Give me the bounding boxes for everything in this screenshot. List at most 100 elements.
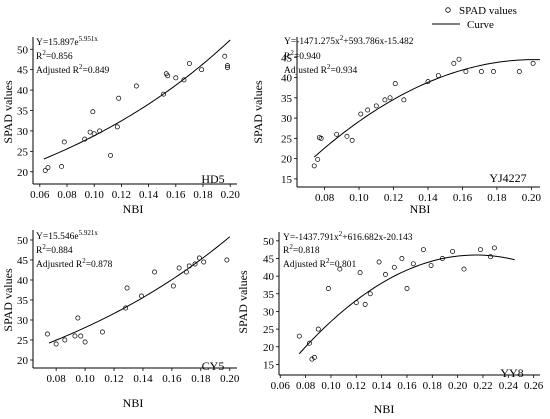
data-point (186, 61, 192, 66)
y-tick-label: 35 (281, 93, 293, 105)
data-point (349, 137, 355, 143)
data-point (196, 255, 202, 261)
data-point (488, 254, 494, 260)
x-tick-label: 0.10 (321, 380, 341, 392)
x-tick-label: 0.12 (104, 373, 123, 385)
data-point (425, 79, 431, 85)
data-point (428, 263, 434, 268)
data-point (97, 128, 103, 134)
data-point (199, 67, 205, 73)
x-tick-label: 0.14 (418, 192, 438, 204)
data-point (87, 129, 93, 135)
x-tick-label: 0.20 (522, 192, 542, 204)
data-point (108, 152, 113, 158)
x-tick-label: 0.12 (384, 192, 403, 204)
data-point (478, 247, 483, 253)
panel-hd5: 0.06 0.08 0.10 0.12 0.14 0.16 0.18 0.20 20 25 30 35… (1, 35, 240, 216)
data-point (358, 111, 364, 117)
equation-text: Y=15.546e5.921x (36, 229, 98, 242)
data-point (181, 77, 187, 83)
data-point (435, 73, 441, 78)
equation-text: Y=15.897e5.951x (36, 35, 98, 48)
data-point (376, 259, 382, 265)
y-tick-label: 30 (263, 306, 275, 318)
panel-tag: HD5 (201, 172, 224, 186)
data-point (139, 293, 144, 299)
x-tick-label: 0.14 (139, 189, 159, 201)
adjusted-r2-text: Adjusted R2=0.801 (283, 257, 356, 270)
data-point (451, 60, 457, 66)
x-axis-label: NBI (123, 202, 144, 216)
data-point (224, 257, 230, 263)
data-point (186, 263, 192, 269)
y-tick-label: 30 (17, 315, 29, 327)
y-axis-label: SPAD values (1, 80, 15, 144)
data-point (45, 331, 50, 337)
y-tick-label: 35 (263, 289, 275, 301)
data-point (99, 329, 105, 335)
data-point (306, 340, 312, 346)
data-point (75, 315, 81, 321)
data-point (401, 97, 407, 103)
data-point (337, 266, 343, 272)
data-point (312, 354, 317, 360)
adjusted-r2-text: Adjusted R2=0.849 (36, 63, 109, 76)
x-tick-label: 0.20 (221, 189, 241, 201)
data-point (353, 300, 359, 306)
legend-scatter-label: SPAD values (459, 5, 517, 17)
data-point (183, 269, 189, 275)
panel-yj4227: 0.08 0.10 0.12 0.14 0.16 0.18 0.20 15 20 25 30 35 40… (251, 34, 542, 216)
x-tick-label: 0.16 (166, 189, 186, 201)
data-point (391, 264, 397, 270)
x-tick-label: 0.10 (349, 192, 369, 204)
data-point (315, 156, 321, 162)
data-point (114, 124, 120, 130)
y-tick-label: 20 (263, 342, 275, 354)
data-point (491, 69, 496, 74)
data-point (82, 136, 88, 142)
y-tick-label: 40 (17, 85, 29, 97)
x-axis-label: NBI (374, 402, 395, 416)
data-point (152, 269, 157, 275)
x-tick-label: 0.14 (372, 380, 392, 392)
data-point (201, 259, 207, 265)
data-point (392, 81, 398, 87)
x-tick-label: 0.12 (347, 380, 366, 392)
data-point (91, 131, 97, 137)
x-tick-label: 0.06 (271, 380, 291, 392)
r2-text: R2=0.940 (284, 49, 321, 62)
y-tick-label: 20 (281, 154, 293, 166)
y-tick-label: 40 (263, 271, 275, 283)
x-tick-label: 0.20 (220, 373, 240, 385)
y-tick-label: 50 (17, 235, 29, 247)
data-point (82, 339, 88, 345)
data-point (450, 248, 456, 254)
x-tick-label: 0.08 (47, 373, 67, 385)
y-tick-label: 25 (281, 133, 293, 145)
data-point (382, 271, 388, 277)
data-point (491, 245, 497, 251)
y-tick-label: 25 (17, 146, 29, 158)
r2-text: R2=0.856 (36, 49, 73, 62)
data-point (116, 95, 122, 101)
x-tick-label: 0.08 (57, 189, 77, 201)
adjusted-r2-text: Adjusted R2=0.934 (284, 63, 357, 76)
data-point (456, 56, 462, 62)
data-point (133, 83, 139, 89)
fit-curve (298, 254, 515, 355)
data-point (173, 75, 179, 81)
x-tick-label: 0.18 (191, 373, 211, 385)
y-axis-label: SPAD values (236, 270, 250, 334)
y-tick-label: 20 (17, 355, 29, 367)
data-point (124, 285, 130, 291)
panel-tag: YJ4227 (489, 171, 526, 185)
x-tick-label: 0.16 (453, 192, 473, 204)
x-tick-label: 0.08 (296, 380, 316, 392)
data-point (72, 333, 78, 339)
data-point (53, 341, 59, 347)
r2-text: R2=0.884 (36, 243, 73, 256)
fit-curve (313, 59, 541, 158)
data-point (78, 333, 84, 339)
data-point (357, 270, 363, 276)
data-point (439, 256, 445, 261)
